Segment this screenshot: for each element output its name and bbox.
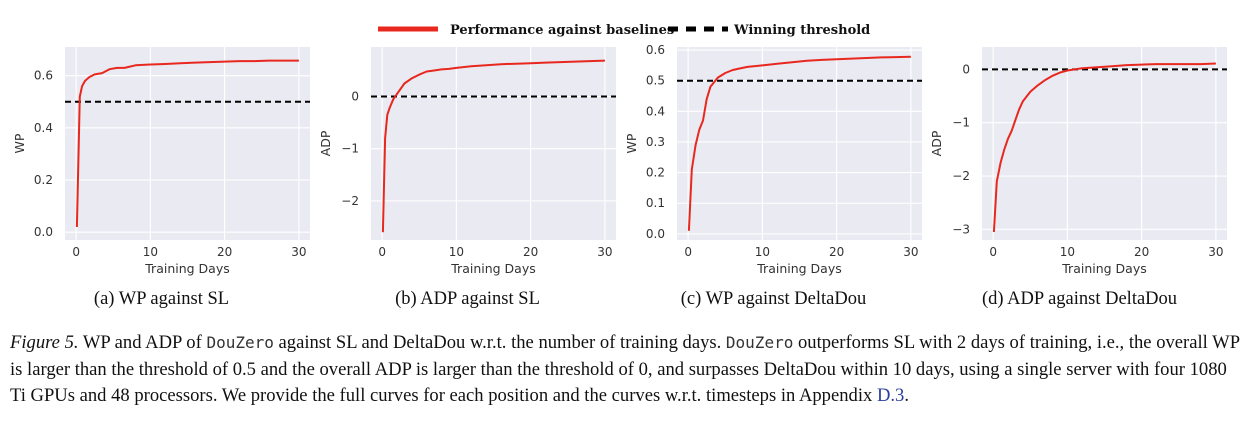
x-tick-label: 20	[217, 245, 232, 259]
caption-code: DouZero	[206, 333, 274, 352]
x-tick-label: 0	[989, 245, 997, 259]
x-tick-label: 20	[829, 245, 844, 259]
y-tick-label: 0.4	[646, 104, 665, 118]
plot-area	[65, 47, 310, 240]
subcaption-a: (a) WP against SL	[93, 289, 230, 309]
x-tick-label: 30	[903, 245, 918, 259]
x-tick-label: 20	[523, 245, 538, 259]
chart-panel-adp-sl: 0 10 20 30 −2 −1 0 Training Days ADP	[306, 36, 619, 281]
x-tick-label: 30	[1208, 245, 1223, 259]
x-tick-label: 30	[291, 245, 306, 259]
subcaption-d: (d) ADP against DeltaDou	[981, 289, 1178, 309]
y-tick-label: −2	[952, 169, 970, 183]
plot-area	[371, 47, 616, 240]
x-tick-label: 0	[684, 245, 692, 259]
plot-area	[982, 47, 1227, 240]
y-axis-label: ADP	[318, 130, 333, 156]
y-tick-label: 0.6	[34, 69, 53, 83]
x-tick-label: 0	[72, 245, 80, 259]
x-tick-label: 20	[1134, 245, 1149, 259]
x-axis-label: Training Days	[450, 261, 536, 276]
y-tick-label: 0.5	[646, 74, 665, 88]
subcaption-c: (c) WP against DeltaDou	[680, 289, 867, 309]
x-tick-label: 10	[449, 245, 464, 259]
performance-series-line	[75, 59, 299, 228]
performance-series-line	[687, 55, 911, 231]
caption-text: .	[904, 385, 909, 406]
plot-area	[677, 47, 922, 240]
figure-label: Figure 5.	[10, 332, 79, 353]
performance-series-line	[992, 62, 1216, 233]
x-tick-label: 10	[755, 245, 770, 259]
chart-panel-wp-sl: 0 10 20 30 0.0 0.2 0.4 0.6 Training Days WP	[0, 36, 313, 281]
y-tick-label: 0	[351, 90, 359, 104]
caption-text: WP and ADP of	[78, 332, 207, 353]
y-tick-label: −3	[952, 222, 970, 236]
performance-series-line	[381, 59, 605, 233]
figure-caption: Figure 5. WP and ADP of DouZero against …	[10, 330, 1242, 410]
y-tick-label: −1	[341, 142, 359, 156]
y-axis-label: WP	[624, 133, 639, 153]
x-tick-label: 30	[597, 245, 612, 259]
y-tick-label: 0.0	[34, 225, 53, 239]
y-tick-label: −2	[341, 194, 359, 208]
x-tick-label: 10	[143, 245, 158, 259]
y-tick-label: 0.2	[646, 166, 665, 180]
legend-performance-label: Performance against baselines	[450, 23, 674, 38]
caption-code: DouZero	[725, 333, 794, 352]
x-axis-label: Training Days	[1061, 261, 1147, 276]
caption-text: against SL and DeltaDou w.r.t. the numbe…	[273, 332, 726, 353]
x-axis-label: Training Days	[144, 261, 230, 276]
y-tick-label: 0.2	[34, 173, 53, 187]
y-tick-label: 0.1	[646, 196, 665, 210]
y-axis-label: ADP	[929, 130, 944, 156]
chart-panel-adp-deltadou: 0 10 20 30 −3 −2 −1 0 Training Days ADP	[917, 36, 1230, 281]
y-tick-label: −1	[952, 116, 970, 130]
subcaption-b: (b) ADP against SL	[395, 289, 540, 309]
appendix-link[interactable]: D.3	[876, 385, 905, 406]
x-axis-label: Training Days	[756, 261, 842, 276]
x-tick-label: 0	[378, 245, 386, 259]
y-tick-label: 0.4	[34, 121, 53, 135]
y-tick-label: 0.6	[646, 43, 665, 57]
x-tick-label: 10	[1060, 245, 1075, 259]
chart-panel-wp-deltadou: 0 10 20 30 0.0 0.1 0.2 0.3 0.4 0.5 0.6 Training Day…	[612, 36, 925, 281]
legend-threshold-label: Winning threshold	[733, 23, 870, 38]
y-tick-label: 0.0	[646, 227, 665, 241]
caption-text: outperforms SL with 2 days of training, …	[10, 332, 1240, 406]
y-tick-label: 0.3	[646, 135, 665, 149]
y-tick-label: 0	[962, 62, 970, 76]
y-axis-label: WP	[12, 133, 27, 153]
chart-legend: Performance against baselines Winning th…	[378, 23, 870, 38]
